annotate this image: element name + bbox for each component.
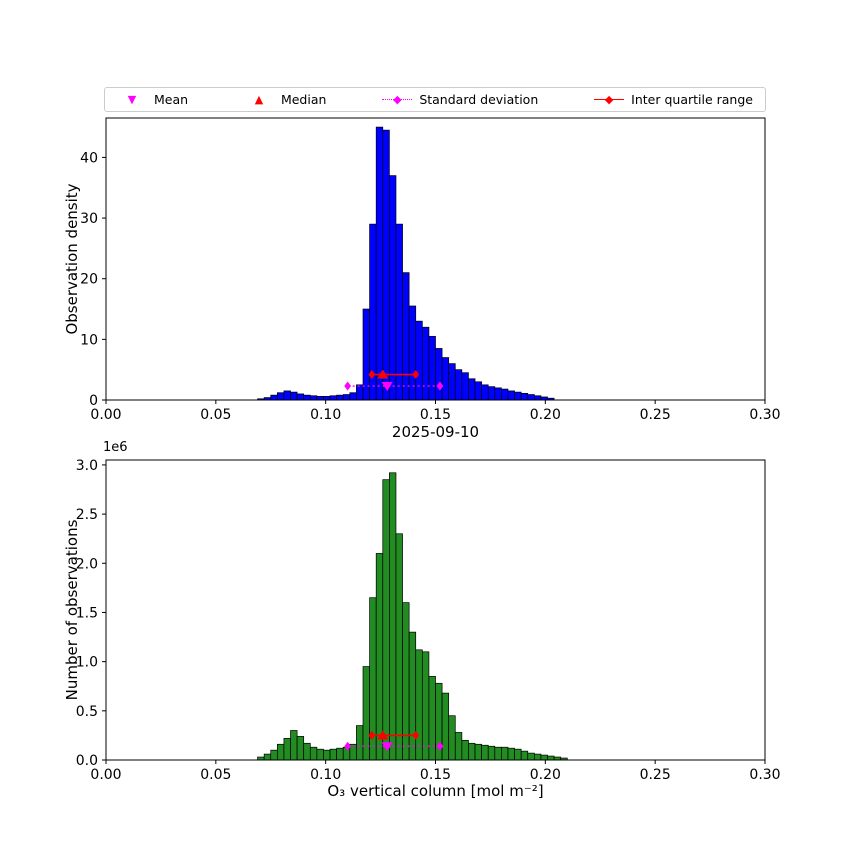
svg-text:0.00: 0.00	[90, 767, 121, 783]
svg-text:0: 0	[89, 393, 98, 409]
svg-text:1.0: 1.0	[76, 655, 98, 671]
svg-text:30: 30	[80, 211, 98, 227]
y-axis-label-number-of-observations: Number of observations	[63, 519, 81, 701]
svg-text:0.30: 0.30	[749, 407, 780, 423]
svg-text:0.15: 0.15	[420, 767, 451, 783]
svg-text:0.05: 0.05	[200, 407, 231, 423]
svg-text:2.0: 2.0	[76, 556, 98, 572]
svg-text:0.00: 0.00	[90, 407, 121, 423]
svg-text:0.5: 0.5	[76, 704, 98, 720]
legend-label-mean: Mean	[154, 92, 189, 107]
y-axis-offset-label: 1e6	[103, 440, 128, 455]
x-axis-label: O₃ vertical column [mol m⁻²]	[327, 782, 544, 800]
observations-count-histogram: 0.00 0.05 0.10 0.15 0.20 0.25 0.30 0.0 0.5 1.0 1.5…	[76, 458, 781, 783]
svg-text:0.25: 0.25	[640, 767, 671, 783]
svg-text:0.05: 0.05	[200, 767, 231, 783]
svg-text:0.30: 0.30	[749, 767, 780, 783]
legend-item-inter-quartile-range: ◆ Inter quartile range	[594, 92, 753, 107]
legend-item-mean: ▼ Mean	[117, 92, 188, 107]
legend-label-median: Median	[280, 92, 327, 107]
legend-item-standard-deviation: ◆ Standard deviation	[382, 92, 538, 107]
svg-text:10: 10	[80, 332, 98, 348]
legend-label-standard-deviation: Standard deviation	[419, 92, 539, 107]
svg-text:0.25: 0.25	[640, 407, 671, 423]
svg-text:2.5: 2.5	[76, 507, 98, 523]
svg-text:0.0: 0.0	[76, 753, 98, 769]
svg-text:0.10: 0.10	[310, 767, 341, 783]
svg-text:3.0: 3.0	[76, 458, 98, 474]
svg-text:0.20: 0.20	[530, 767, 561, 783]
svg-text:20: 20	[80, 272, 98, 288]
chart-title: 2025-09-10	[391, 423, 480, 441]
median-marker-icon: ▲	[254, 92, 264, 106]
svg-text:40: 40	[80, 150, 98, 166]
legend-item-median: ▲ Median	[244, 92, 327, 107]
svg-text:1.5: 1.5	[76, 605, 98, 621]
svg-text:0.20: 0.20	[530, 407, 561, 423]
standard-deviation-marker-icon: ◆	[382, 93, 413, 107]
legend-label-inter-quartile-range: Inter quartile range	[631, 92, 753, 107]
legend: ▼ Mean ▲ Median ◆ Standard deviation ◆ I…	[104, 87, 766, 112]
svg-text:0.10: 0.10	[310, 407, 341, 423]
y-axis-label-observation-density: Observation density	[63, 183, 81, 335]
mean-marker-icon: ▼	[127, 92, 137, 106]
observation-density-histogram: 0.00 0.05 0.10 0.15 0.20 0.25 0.30 0 10 20 30 40	[80, 117, 781, 423]
svg-text:0.15: 0.15	[420, 407, 451, 423]
inter-quartile-range-marker-icon: ◆	[594, 93, 625, 107]
